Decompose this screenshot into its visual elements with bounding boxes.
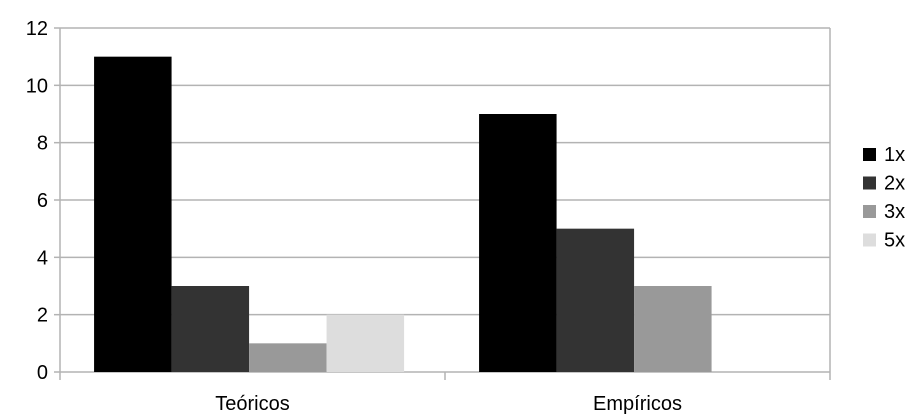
y-tick-label: 4 xyxy=(37,247,48,269)
bar-te-ricos-1x xyxy=(94,56,172,373)
legend-label-1x: 1x xyxy=(884,144,905,166)
y-tick-label: 2 xyxy=(37,305,48,327)
legend-swatch-2x xyxy=(863,176,876,190)
y-tick-label: 10 xyxy=(26,75,48,97)
legend: 1x 2x 3x 5x xyxy=(863,144,905,252)
legend-label-2x: 2x xyxy=(884,173,905,195)
x-tick-label: Teóricos xyxy=(215,393,289,415)
x-tick-label: Empíricos xyxy=(593,393,682,415)
legend-swatch-5x xyxy=(863,233,876,247)
legend-label-5x: 5x xyxy=(884,230,905,252)
bar-emp-ricos-3x xyxy=(634,286,712,372)
legend-label-3x: 3x xyxy=(884,201,905,223)
y-tick-label: 12 xyxy=(26,18,48,40)
bar-emp-ricos-2x xyxy=(556,228,635,372)
bar-emp-ricos-1x xyxy=(479,114,557,372)
legend-swatch-3x xyxy=(863,205,876,218)
y-tick-label: 0 xyxy=(37,362,48,384)
y-tick-labels: 0 2 4 6 8 10 12 xyxy=(26,18,48,384)
bar-te-ricos-2x xyxy=(171,286,250,372)
y-tick-label: 8 xyxy=(37,133,48,155)
legend-swatch-1x xyxy=(863,148,876,161)
y-tick-label: 6 xyxy=(37,190,48,212)
bar-te-ricos-5x xyxy=(326,314,405,372)
bar-te-ricos-3x xyxy=(249,343,327,372)
x-tick-labels: Teóricos Empíricos xyxy=(215,393,682,415)
axes xyxy=(54,27,831,380)
bars xyxy=(94,56,712,373)
